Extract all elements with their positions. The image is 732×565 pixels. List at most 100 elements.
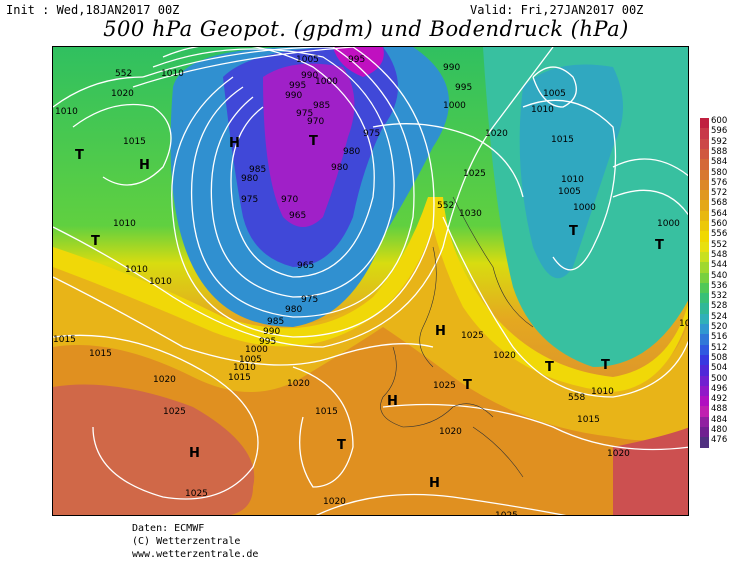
isobar-label: 558 xyxy=(568,393,585,403)
isobar-label: 990 xyxy=(263,327,280,337)
isobar-label: 1020 xyxy=(111,89,134,99)
legend-tick-label: 496 xyxy=(711,383,728,394)
isobar-label: 1005 xyxy=(296,55,319,65)
legend-swatch xyxy=(700,179,709,191)
isobar-label: 1015 xyxy=(123,137,146,147)
isobar-label: 970 xyxy=(307,117,324,127)
legend-swatch xyxy=(700,148,709,160)
isobar-label: 985 xyxy=(249,165,266,175)
isobar-label: 1005 xyxy=(543,89,566,99)
legend-tick-label: 552 xyxy=(711,239,728,250)
legend-swatch xyxy=(700,221,709,232)
isobar-label: 552 xyxy=(115,69,132,79)
low-pressure-marker: T xyxy=(75,148,84,163)
isobar-label: 1020 xyxy=(607,449,630,459)
high-pressure-marker: H xyxy=(139,158,150,173)
isobar-label: 1015 xyxy=(89,349,112,359)
legend-swatch xyxy=(700,344,709,356)
legend-tick-label: 576 xyxy=(711,177,728,188)
isobar-label: 990 xyxy=(301,71,318,81)
isobar-label: 1020 xyxy=(439,427,462,437)
isobar-label: 995 xyxy=(289,81,306,91)
isobar-label: 985 xyxy=(267,317,284,327)
legend-tick-label: 568 xyxy=(711,198,728,209)
isobar-label: 1025 xyxy=(433,381,456,391)
isobar-label: 1020 xyxy=(323,497,346,507)
high-pressure-marker: H xyxy=(435,324,446,339)
pressure-symbols: T H H T T T T H T H T H H T T xyxy=(75,134,664,491)
isobar-label: 1015 xyxy=(551,135,574,145)
low-pressure-marker: T xyxy=(569,224,578,239)
isobar-label: 1015 xyxy=(228,373,251,383)
legend-tick-label: 536 xyxy=(711,280,728,291)
legend-swatch xyxy=(700,375,709,387)
high-pressure-marker: H xyxy=(189,446,200,461)
isobar-label: 1010 xyxy=(233,363,256,373)
legend-swatch xyxy=(700,313,709,325)
isobar-label: 975 xyxy=(241,195,258,205)
legend-swatch xyxy=(700,210,709,222)
legend-swatch xyxy=(700,128,709,140)
weather-map: 1010 1020 1015 1010 990 1000 995 1005 995 990 985 9… xyxy=(52,46,689,516)
legend-swatch xyxy=(700,231,709,243)
legend-swatch xyxy=(700,385,709,397)
isobar-label: 1025 xyxy=(185,489,208,499)
isobar-label: 990 xyxy=(285,91,302,101)
isobar-label: 1025 xyxy=(163,407,186,417)
high-pressure-marker: H xyxy=(229,136,240,151)
isobar-label: 980 xyxy=(331,163,348,173)
isobar-label: 995 xyxy=(455,83,472,93)
legend-tick-label: 524 xyxy=(711,311,728,322)
legend-tick-label: 488 xyxy=(711,404,728,415)
isobar-label: 975 xyxy=(296,109,313,119)
legend-tick-label: 520 xyxy=(711,322,728,332)
isobar-label: 990 xyxy=(443,63,460,73)
legend-tick-label: 584 xyxy=(711,157,728,168)
legend-swatch xyxy=(700,416,709,428)
valid-time: Valid: Fri,27JAN2017 00Z xyxy=(470,3,644,17)
isobar-label: 1010 xyxy=(531,105,554,115)
chart-title: 500 hPa Geopot. (gpdm) und Bodendruck (h… xyxy=(103,17,629,41)
isobar-label: 1005 xyxy=(239,355,262,365)
isobar-label: 970 xyxy=(281,195,298,205)
very-hot-zone xyxy=(53,384,255,515)
high-pressure-marker: H xyxy=(387,394,398,409)
isobar-label: 1020 xyxy=(485,129,508,139)
legend-tick-label: 544 xyxy=(711,260,728,271)
legend-tick-label: 532 xyxy=(711,291,728,302)
isobar-label: 1010 xyxy=(149,277,172,287)
legend-swatch xyxy=(700,241,709,253)
legend-tick-label: 540 xyxy=(711,270,728,281)
isobar-label: 995 xyxy=(348,55,365,65)
isobar-label: 1010 xyxy=(679,319,689,329)
low-pressure-marker: T xyxy=(545,360,554,375)
low-pressure-marker: T xyxy=(309,134,318,149)
coastlines xyxy=(380,196,534,478)
isobar-label: 1030 xyxy=(459,209,482,219)
legend-tick-label: 508 xyxy=(711,352,728,363)
isobar-label: 1010 xyxy=(591,387,614,397)
init-time: Init : Wed,18JAN2017 00Z xyxy=(6,3,180,17)
isobar-label: 1025 xyxy=(461,331,484,341)
legend-swatch xyxy=(700,159,709,170)
isobar-label: 1010 xyxy=(161,69,184,79)
legend-tick-label: 512 xyxy=(711,342,728,353)
legend-tick-label: 548 xyxy=(711,249,728,260)
isobar-label: 980 xyxy=(343,147,360,157)
legend-swatch xyxy=(700,365,709,376)
legend-tick-label: 596 xyxy=(711,126,728,137)
isobar-label: 1000 xyxy=(443,101,466,111)
high-pressure-marker: H xyxy=(429,476,440,491)
legend-tick-label: 580 xyxy=(711,167,728,178)
isobar-label: 965 xyxy=(297,261,314,271)
isobar-label: 1010 xyxy=(561,175,584,185)
legend-tick-label: 588 xyxy=(711,146,728,157)
isobar-label: 1020 xyxy=(493,351,516,361)
legend-tick-label: 492 xyxy=(711,394,728,405)
legend-tick-label: 572 xyxy=(711,188,728,199)
coldest-core xyxy=(263,63,355,228)
legend-swatch xyxy=(700,406,709,418)
isobar-label: 1000 xyxy=(573,203,596,213)
isobar-label: 1005 xyxy=(558,187,581,197)
